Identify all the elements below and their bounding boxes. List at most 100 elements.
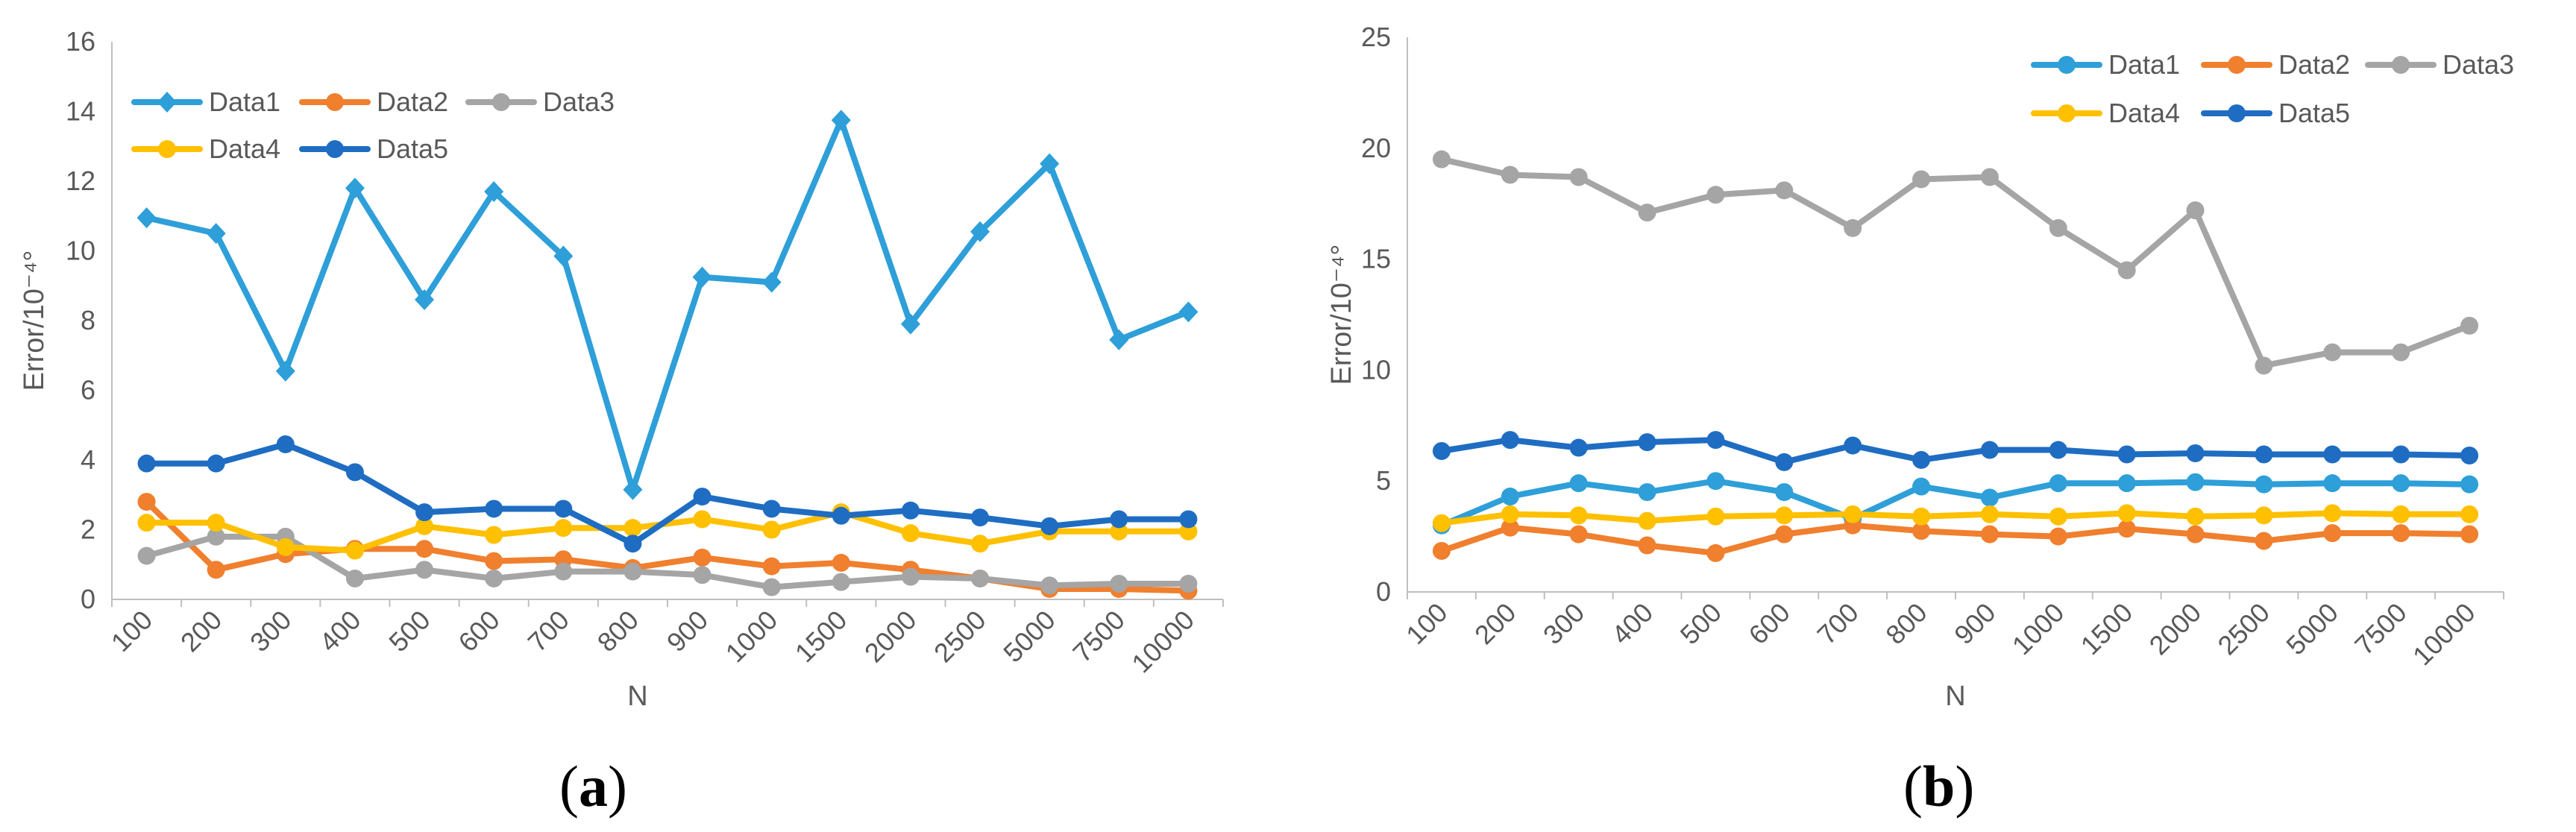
chart-b-point-data1 (2117, 474, 2136, 493)
panel-label-a: (a) (559, 754, 627, 819)
chart-b-point-data5 (2186, 444, 2205, 462)
chart-a-xtick-label: 5000 (997, 605, 1061, 669)
chart-b-point-data4 (1912, 507, 1931, 526)
chart-a-legend: Data1 Data2 Data3 Data4 Data5 (131, 86, 615, 164)
chart-b-series-data3 (1432, 150, 2479, 375)
chart-b-point-data5 (2049, 441, 2067, 459)
chart-b-xtick-label: 300 (1537, 597, 1590, 650)
chart-a-point-data5 (415, 503, 434, 522)
chart-b-point-data1 (1569, 474, 1588, 493)
chart-a-point-data5 (1040, 517, 1059, 535)
chart-b-ytick-label: 25 (1361, 22, 1391, 52)
chart-a-point-data5 (762, 499, 781, 518)
chart-b-point-data4 (2323, 504, 2342, 523)
chart-b-y-axis-title: Error/10⁻⁴° (1326, 245, 1357, 385)
chart-a-point-data5 (693, 488, 711, 506)
chart-b-point-data4 (2186, 507, 2205, 526)
chart-b-point-data3 (2255, 356, 2273, 375)
chart-a-point-data1 (553, 245, 574, 267)
chart-b-xtick-label: 100 (1400, 597, 1453, 650)
chart-a-ytick-label: 6 (81, 375, 95, 406)
chart-a-point-data3 (415, 561, 434, 579)
chart-a-point-data5 (554, 499, 573, 518)
chart-b-point-data3 (2323, 343, 2342, 362)
chart-b-point-data2 (1912, 522, 1931, 541)
chart-b-point-data2 (2186, 525, 2205, 543)
chart-a-point-data4 (137, 514, 156, 532)
chart-b-legend-label: Data5 (2278, 98, 2350, 128)
chart-b-point-data4 (1501, 505, 1519, 523)
chart-b-point-data4 (2460, 505, 2479, 523)
chart-b-point-data3 (1912, 170, 1931, 189)
chart-a-point-data4 (207, 514, 225, 532)
chart-a-xtick-label: 700 (521, 605, 574, 658)
chart-a-point-data4 (762, 520, 781, 539)
chart-a-point-data3 (1179, 574, 1198, 593)
chart-b-point-data5 (1980, 441, 1999, 459)
chart-b-legend-label: Data2 (2278, 49, 2350, 80)
chart-a-xtick-label: 300 (244, 605, 297, 658)
chart-b-point-data5 (1432, 442, 1451, 461)
chart-b-point-data1 (2186, 473, 2205, 491)
chart-b-point-data3 (1775, 181, 1794, 200)
chart-a-legend-label: Data1 (209, 86, 280, 117)
chart-b-point-data4 (2255, 506, 2273, 525)
chart-a-point-data2 (415, 540, 434, 558)
chart-b-series-data4 (1432, 504, 2479, 532)
chart-b-point-data1 (1501, 488, 1519, 506)
chart-a-y-axis-title: Error/10⁻⁴° (19, 250, 50, 391)
chart-a-legend-marker (158, 140, 176, 158)
chart-b-point-data5 (1706, 431, 1725, 450)
chart-a-xtick-label: 7500 (1066, 605, 1131, 669)
chart-b-series-data1 (1432, 472, 2479, 535)
chart-a-point-data5 (207, 454, 225, 473)
chart-a-series-data3 (137, 527, 1198, 596)
chart-a-point-data1 (275, 360, 295, 382)
chart-a-xtick-label: 200 (175, 605, 227, 658)
chart-a-xtick-label: 2000 (858, 605, 923, 669)
chart-b-point-data4 (2392, 505, 2410, 523)
chart-b-point-data3 (2186, 201, 2205, 220)
chart-a-xtick-label: 10000 (1125, 605, 1200, 679)
chart-a-point-data3 (207, 527, 225, 546)
chart-b-ytick-label: 5 (1376, 465, 1391, 496)
chart-b-point-data3 (2049, 218, 2067, 237)
chart-a-ytick-label: 14 (66, 96, 95, 127)
chart-b-point-data5 (2392, 445, 2410, 464)
chart-b-line-data1 (1438, 478, 2473, 529)
chart-a-point-data5 (485, 499, 503, 518)
chart-b-point-data3 (1980, 168, 1999, 186)
chart-b-point-data2 (2460, 525, 2479, 543)
chart-b-point-data1 (1706, 472, 1725, 491)
chart-b-legend-label: Data4 (2108, 98, 2180, 128)
chart-b-point-data5 (1501, 431, 1519, 450)
chart-a-point-data3 (762, 578, 781, 596)
chart-b-point-data3 (2117, 261, 2136, 280)
chart-a-point-data4 (345, 541, 364, 560)
chart-a-ytick-label: 12 (66, 166, 95, 196)
chart-b-line-data3 (1438, 156, 2473, 369)
chart-b-point-data2 (1706, 543, 1725, 562)
chart-b-xtick-label: 700 (1811, 597, 1864, 650)
chart-b-xtick-label: 1500 (2075, 597, 2139, 661)
chart-a-line-data1 (143, 117, 1192, 493)
chart-b-xtick-label: 400 (1606, 597, 1659, 650)
chart-a-point-data2 (832, 553, 850, 572)
chart-b-point-data2 (2323, 524, 2342, 543)
chart-a-point-data4 (276, 538, 295, 556)
chart-b-legend-marker (2058, 104, 2076, 122)
chart-b-legend-marker (2392, 56, 2410, 74)
chart-a-legend-marker (157, 92, 177, 113)
chart-a-point-data1 (1109, 329, 1129, 350)
panel-letter-b: b (1922, 754, 1955, 819)
chart-a-point-data1 (1040, 153, 1060, 174)
panel-letter-a: a (578, 754, 608, 819)
chart-a-legend-label: Data5 (377, 133, 448, 164)
chart-b-legend: Data1 Data2 Data3 Data4 Data5 (2031, 49, 2514, 128)
chart-a-point-data1 (970, 221, 990, 242)
chart-b-xtick-label: 600 (1742, 597, 1795, 650)
chart-a-point-data2 (207, 561, 225, 579)
chart-b-point-data5 (2323, 445, 2342, 464)
chart-b-point-data4 (2049, 507, 2067, 526)
chart-b-point-data3 (1501, 166, 1519, 184)
